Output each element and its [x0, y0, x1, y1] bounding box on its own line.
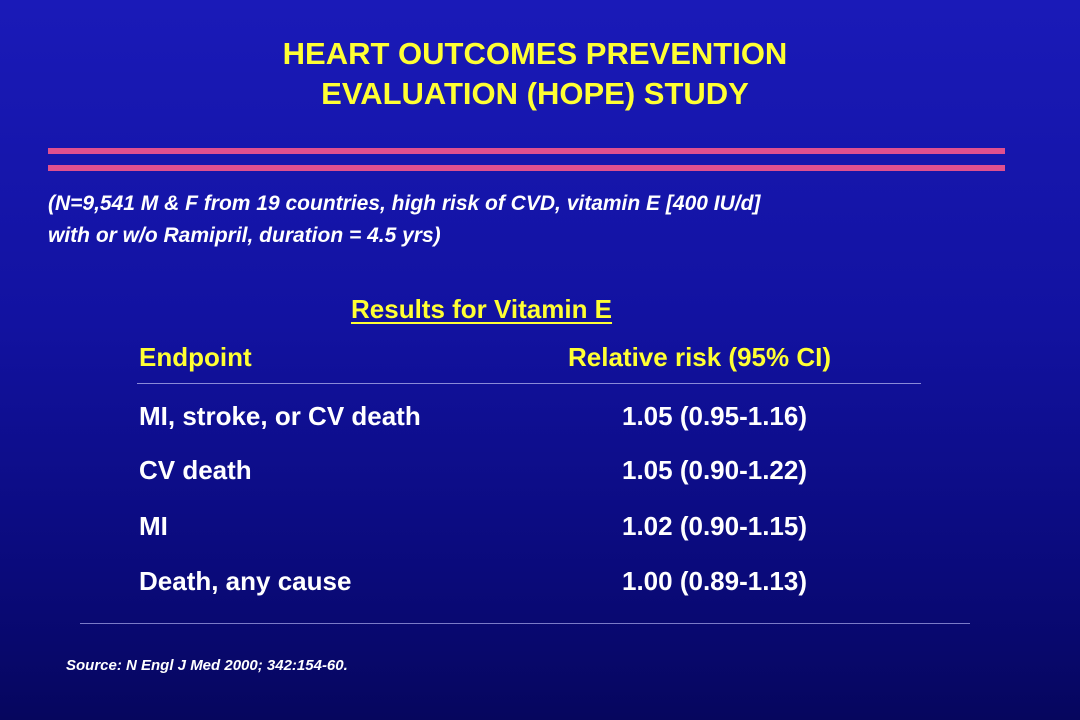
title-divider-top: [48, 148, 1005, 154]
table-row: MI 1.02 (0.90-1.15): [0, 506, 1080, 546]
slide-title: HEART OUTCOMES PREVENTION EVALUATION (HO…: [0, 34, 1070, 114]
relative-risk-cell: 1.05 (0.95-1.16): [622, 401, 808, 431]
relative-risk-cell: 1.00 (0.89-1.13): [622, 566, 808, 596]
column-header-relative-risk: Relative risk (95% CI): [568, 342, 832, 372]
results-heading: Results for Vitamin E: [351, 294, 613, 324]
endpoint-cell: CV death: [139, 455, 252, 485]
study-description: (N=9,541 M & F from 19 countries, high r…: [48, 188, 1058, 252]
table-row: MI, stroke, or CV death 1.05 (0.95-1.16): [0, 396, 1080, 436]
slide-title-line-1: HEART OUTCOMES PREVENTION: [282, 36, 788, 71]
source-citation: Source: N Engl J Med 2000; 342:154-60.: [66, 657, 348, 674]
table-row: CV death 1.05 (0.90-1.22): [0, 450, 1080, 490]
slide-title-line-2: EVALUATION (HOPE) STUDY: [321, 76, 749, 111]
column-header-endpoint: Endpoint: [139, 342, 252, 372]
header-divider: [137, 383, 921, 384]
table-row: Death, any cause 1.00 (0.89-1.13): [0, 561, 1080, 601]
endpoint-cell: MI: [139, 511, 168, 541]
relative-risk-cell: 1.05 (0.90-1.22): [622, 455, 808, 485]
endpoint-cell: MI, stroke, or CV death: [139, 401, 421, 431]
study-description-line-2: with or w/o Ramipril, duration = 4.5 yrs…: [48, 224, 441, 247]
footer-divider: [80, 623, 970, 624]
study-description-line-1: (N=9,541 M & F from 19 countries, high r…: [48, 192, 761, 215]
endpoint-cell: Death, any cause: [139, 566, 352, 596]
relative-risk-cell: 1.02 (0.90-1.15): [622, 511, 808, 541]
title-divider-bottom: [48, 165, 1005, 171]
